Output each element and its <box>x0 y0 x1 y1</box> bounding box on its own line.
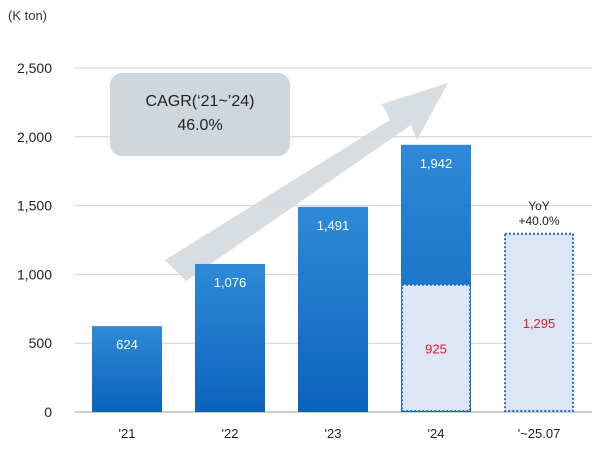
cagr-title: CAGR(‘21~’24) <box>146 93 255 110</box>
bar-layer <box>92 144 574 412</box>
bar <box>298 206 368 412</box>
y-tick-label: 500 <box>29 335 53 351</box>
unit-label: (K ton) <box>8 8 48 23</box>
x-tick-label: '22 <box>222 426 239 441</box>
bar <box>92 326 162 412</box>
partial-bar-value-label: 1,295 <box>523 316 556 331</box>
y-tick-label: 1,500 <box>17 198 52 214</box>
axis-layer: 0 500 1,000 1,500 2,000 2,500 '21 '22 '23 '24 '~25… <box>17 60 560 441</box>
y-tick-label: 2,000 <box>17 129 52 145</box>
x-tick-label: '24 <box>428 426 445 441</box>
y-tick-label: 2,500 <box>17 60 52 76</box>
x-tick-label: '21 <box>119 426 136 441</box>
bar-value-label: 1,942 <box>420 156 453 171</box>
cagr-value: 46.0% <box>177 117 222 134</box>
growth-arrow-layer <box>165 83 448 281</box>
annotation-layer: CAGR(‘21~’24) 46.0% YoY+40.0% <box>110 73 560 228</box>
cagr-box <box>110 73 290 156</box>
yoy-title: YoY <box>528 199 550 213</box>
y-tick-label: 0 <box>44 404 52 420</box>
bar-value-label: 624 <box>116 337 138 352</box>
bar-value-label: 1,491 <box>317 218 350 233</box>
label-layer: 624 1,076 1,491 1,942 925 1,295 <box>116 156 555 357</box>
y-tick-label: 1,000 <box>17 266 52 282</box>
partial-bar <box>401 283 471 412</box>
x-tick-label: '23 <box>325 426 342 441</box>
bar-value-label: 1,076 <box>214 275 247 290</box>
partial-bar <box>504 232 574 412</box>
x-tick-label: '~25.07 <box>518 426 561 441</box>
partial-bar-value-label: 925 <box>425 341 447 356</box>
growth-arrow <box>165 83 448 281</box>
bar <box>195 263 265 412</box>
yoy-value: +40.0% <box>518 214 559 228</box>
